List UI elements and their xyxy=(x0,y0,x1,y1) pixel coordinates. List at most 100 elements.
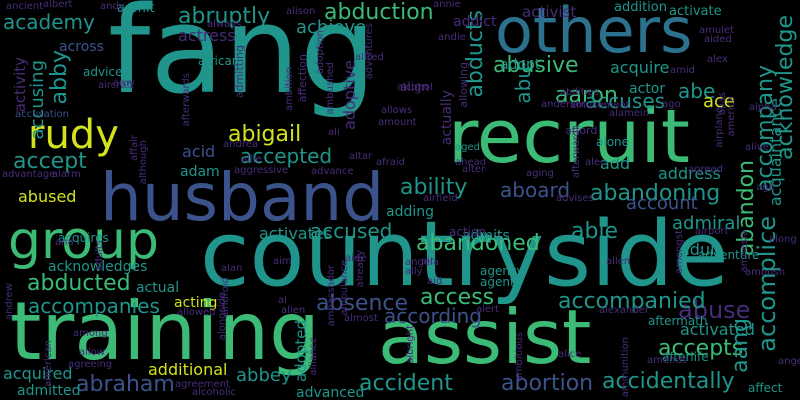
word-alamein: alamein xyxy=(609,108,650,119)
word-ability: ability xyxy=(400,175,468,200)
word-training: training xyxy=(10,285,320,378)
word-amusement: amusement xyxy=(570,100,630,111)
word-ace: ace xyxy=(703,91,736,112)
word-agent: agent xyxy=(480,275,515,289)
word-recruit: recruit xyxy=(448,94,690,180)
word-acquired: acquired xyxy=(3,364,73,383)
word-agreed: agreed xyxy=(688,164,724,175)
word-accident: accident xyxy=(359,371,453,396)
word-actual: actual xyxy=(136,280,180,296)
word-alfred: alfred xyxy=(355,52,384,63)
word-airfield: airfield xyxy=(423,193,458,204)
word-addict: addict xyxy=(453,14,497,30)
word-able: able xyxy=(571,219,619,244)
word-aim: aim xyxy=(273,256,292,267)
word-activate: activate xyxy=(669,4,722,19)
word-andie: andie xyxy=(438,32,466,43)
word-abilities: abilities xyxy=(560,87,599,98)
word-activist: activist xyxy=(522,3,577,21)
word-alter: alter xyxy=(462,164,486,175)
word-aggressive: aggressive xyxy=(234,165,289,176)
word-abe: abe xyxy=(678,79,716,103)
word-acting: acting xyxy=(174,295,218,311)
word-alone: alone xyxy=(596,135,630,149)
word-account: account xyxy=(626,193,698,214)
word-ammunition: ammunition xyxy=(620,337,631,398)
word-ally: ally xyxy=(405,266,423,277)
word-abbey: abbey xyxy=(236,365,292,386)
word-accompanied: accompanied xyxy=(558,289,706,314)
word-admitted: admitted xyxy=(17,383,81,399)
word-altar: altar xyxy=(349,151,373,162)
word-aid: aid xyxy=(427,276,443,287)
word-abruptly: abruptly xyxy=(178,4,271,29)
word-accepted: accepted xyxy=(240,144,333,168)
word-ambushed: ambushed xyxy=(325,62,336,115)
word-alarm: alarm xyxy=(52,169,81,180)
word-achieve: achieve xyxy=(296,17,367,38)
word-actress: actress xyxy=(178,26,236,45)
word-accept: accept xyxy=(13,149,87,174)
word-aang: aang xyxy=(728,318,753,373)
word-abortion: abortion xyxy=(501,371,594,396)
word-rudy: rudy xyxy=(28,112,119,158)
word-ambition: ambition xyxy=(284,67,295,112)
word-ancient: ancient xyxy=(6,1,44,12)
word-allie: allie xyxy=(241,154,262,165)
word-ali: ali xyxy=(328,127,340,138)
word-alien: alien xyxy=(281,305,306,316)
word-abby: abby xyxy=(47,50,72,105)
word-accidentally: accidentally xyxy=(602,369,735,394)
word-anderson: anderson xyxy=(541,99,588,110)
word-abduction: abduction xyxy=(324,0,434,25)
word-accuses: accuses xyxy=(585,89,666,113)
word-acknowledges: acknowledges xyxy=(48,259,148,275)
word-additional: additional xyxy=(148,360,228,379)
word-agreeing: agreeing xyxy=(68,359,113,370)
word-allowing: allowing xyxy=(457,62,470,108)
word-ambush: ambush xyxy=(745,267,786,278)
word-alcohol: alcohol xyxy=(397,82,433,93)
word-angela: angela xyxy=(405,257,439,268)
word-among: among xyxy=(73,328,108,339)
word-alongside: alongside xyxy=(217,292,228,341)
word-aircraft: aircraft xyxy=(98,80,134,91)
word-acquires: acquires xyxy=(58,231,109,245)
word-abusive: abusive xyxy=(493,53,579,78)
word-afraid: afraid xyxy=(376,157,406,168)
word-accompanies: accompanies xyxy=(28,294,160,318)
word-albright: albright xyxy=(405,325,416,364)
word-aging: aging xyxy=(526,168,554,179)
word-almost: almost xyxy=(344,313,378,324)
word-admiral: admiral xyxy=(672,213,741,234)
word-amulet: amulet xyxy=(699,25,735,36)
word-allowed: allowed xyxy=(177,307,216,318)
word-adam: adam xyxy=(180,164,220,180)
word-aboard: aboard xyxy=(500,178,571,202)
word-albert: albert xyxy=(43,0,73,10)
word-amy: amy xyxy=(113,78,135,89)
word-accusing: accusing xyxy=(27,60,48,140)
word-alec: alec xyxy=(585,157,606,168)
word-admitting: admitting xyxy=(233,45,246,99)
word-alpha: alpha xyxy=(749,102,777,113)
word-admits: admits xyxy=(462,228,510,244)
word-absence: absence xyxy=(316,291,409,316)
word-alcoholic: alcoholic xyxy=(192,387,237,398)
word-allows: allows xyxy=(381,105,413,116)
word-aged: aged xyxy=(455,142,480,153)
word-adults: adults xyxy=(94,240,105,271)
word-al: al xyxy=(278,295,287,306)
word-alex: alex xyxy=(707,54,728,65)
word-addition: addition xyxy=(614,0,667,15)
word-ahead: ahead xyxy=(455,157,487,168)
word-acid: acid xyxy=(182,142,216,161)
word-access: access xyxy=(420,285,495,310)
word-alive: alive xyxy=(745,142,769,153)
word-affection: affection xyxy=(296,54,309,103)
word-annie: annie xyxy=(433,0,461,10)
word-adult: adult xyxy=(680,240,721,259)
word-airport: airport xyxy=(695,226,729,237)
word-adventure: adventure xyxy=(698,248,760,262)
